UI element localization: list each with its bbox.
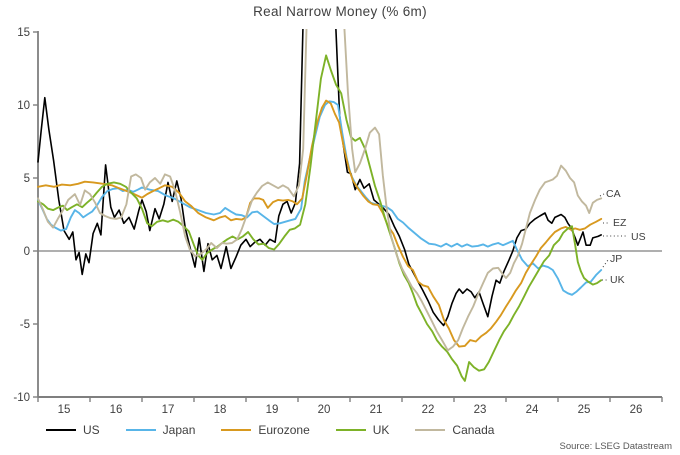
x-axis-tick-label: 20 (318, 404, 331, 416)
legend-item-uk: UK (335, 423, 390, 437)
x-axis-tick-label: 15 (58, 404, 71, 416)
canada-line-swatch (415, 428, 446, 432)
x-axis-tick-label: 24 (526, 404, 539, 416)
chart-legend: US Japan Eurozone UK Canada (46, 423, 494, 437)
series-line-us (37, 29, 603, 327)
y-axis-tick-label: 15 (17, 27, 30, 39)
series-end-label-ez: EZ (613, 217, 627, 229)
y-axis-tick-label: 10 (17, 100, 30, 112)
legend-item-eurozone: Eurozone (221, 423, 310, 437)
legend-label-japan: Japan (162, 423, 196, 437)
x-axis-tick-label: 17 (162, 404, 175, 416)
source-attribution: Source: LSEG Datastream (559, 441, 672, 452)
us-line-swatch (46, 428, 76, 432)
series-line-japan (37, 100, 603, 296)
series-line-canada (37, 29, 603, 352)
chart-title: Real Narrow Money (% 6m) (253, 4, 427, 19)
x-axis-tick-label: 21 (370, 404, 383, 416)
end-label-leader (602, 259, 609, 268)
x-axis-tick-label: 18 (214, 404, 227, 416)
series-line-eurozone (37, 99, 603, 348)
series-end-label-ca: CA (606, 188, 621, 200)
series-group (37, 29, 603, 382)
eurozone-line-swatch (221, 428, 252, 432)
series-end-label-uk: UK (610, 274, 625, 286)
japan-line-swatch (125, 428, 156, 432)
y-axis-tick-label: -5 (20, 319, 30, 331)
y-axis-tick-label: 5 (24, 173, 30, 185)
y-axis-tick-label: -10 (13, 392, 30, 404)
y-axis-tick-label: 0 (24, 246, 30, 258)
uk-line-swatch (335, 428, 366, 432)
legend-item-canada: Canada (415, 423, 494, 437)
series-end-label-us: US (631, 231, 646, 243)
x-axis-tick-label: 26 (630, 404, 643, 416)
x-axis-tick-label: 22 (422, 404, 435, 416)
x-axis-tick-label: 25 (578, 404, 591, 416)
x-axis-tick-label: 16 (110, 404, 123, 416)
legend-label-canada: Canada (452, 423, 495, 437)
series-line-uk (37, 54, 603, 382)
legend-label-uk: UK (372, 423, 390, 437)
x-axis-tick-label: 23 (474, 404, 487, 416)
series-end-label-jp: JP (610, 253, 622, 265)
legend-item-japan: Japan (125, 423, 196, 437)
x-axis-tick-label: 19 (266, 404, 279, 416)
legend-item-us: US (46, 423, 100, 437)
end-label-leader (599, 193, 605, 197)
legend-label-eurozone: Eurozone (258, 423, 310, 437)
legend-label-us: US (83, 423, 100, 437)
